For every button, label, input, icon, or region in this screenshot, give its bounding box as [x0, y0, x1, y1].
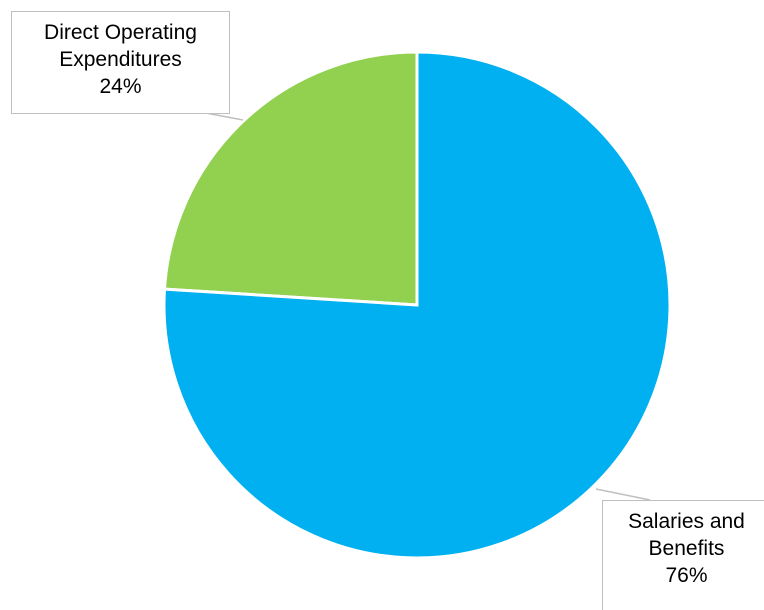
data-label-salaries-and-benefits-line-1: Salaries and [628, 510, 745, 533]
pie-chart: Direct Operating Expenditures 24% Salari… [11, 11, 764, 610]
pie-slices [162, 50, 672, 560]
pie-slice-direct-operating-expenditures [162, 50, 419, 307]
data-label-salaries-and-benefits: Salaries and Benefits 76% [602, 500, 764, 610]
data-label-direct-operating-expenditures-value: 24% [99, 75, 142, 98]
data-label-direct-operating-expenditures-line-1: Direct Operating [44, 21, 197, 44]
data-label-direct-operating-expenditures-line-2: Expenditures [59, 48, 182, 71]
pie-chart-plot [162, 50, 672, 560]
leader-line-salaries-and-benefits [595, 488, 651, 501]
data-label-direct-operating-expenditures: Direct Operating Expenditures 24% [11, 11, 230, 114]
pie-slice-salaries-and-benefits [162, 50, 672, 560]
data-label-salaries-and-benefits-value: 76% [665, 564, 708, 587]
data-label-salaries-and-benefits-line-2: Benefits [648, 537, 725, 560]
